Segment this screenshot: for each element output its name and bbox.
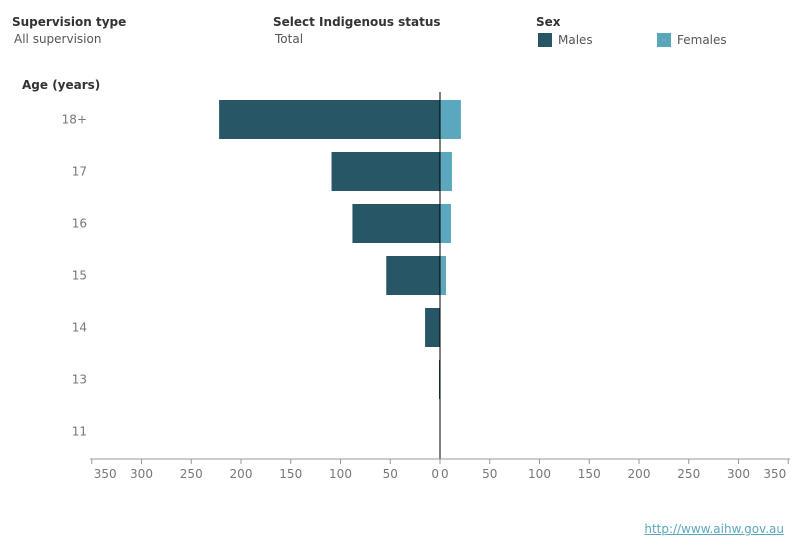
category-label: 16 bbox=[72, 217, 87, 231]
category-label: 17 bbox=[72, 165, 87, 179]
x-tick-label-right: 150 bbox=[578, 467, 601, 481]
x-tick-label-left: 350 bbox=[94, 467, 117, 481]
x-tick-label-left: 250 bbox=[180, 467, 203, 481]
x-tick-label-right: 300 bbox=[727, 467, 750, 481]
legend-males[interactable]: Males bbox=[538, 33, 593, 47]
category-label: 14 bbox=[72, 321, 87, 335]
legend-males-swatch bbox=[538, 33, 552, 47]
indigenous-status-select[interactable]: Total bbox=[275, 32, 304, 46]
x-tick-label-left: 150 bbox=[279, 467, 302, 481]
bar-males-14[interactable] bbox=[425, 308, 440, 347]
bar-males-16[interactable] bbox=[352, 204, 440, 243]
legend-females-swatch bbox=[657, 33, 671, 47]
legend-females[interactable]: Females bbox=[657, 33, 727, 47]
x-tick-label-right: 200 bbox=[628, 467, 651, 481]
bar-males-15[interactable] bbox=[386, 256, 440, 295]
x-tick-label-right: 250 bbox=[677, 467, 700, 481]
x-tick-label-right: 100 bbox=[528, 467, 551, 481]
supervision-type-title: Supervision type bbox=[12, 15, 127, 29]
x-tick-label-left: 50 bbox=[383, 467, 398, 481]
x-tick-label-left: 0 bbox=[431, 467, 439, 481]
category-label: 13 bbox=[72, 373, 87, 387]
x-tick-label-right: 50 bbox=[482, 467, 497, 481]
category-label: 15 bbox=[72, 269, 87, 283]
legend-males-label: Males bbox=[558, 33, 593, 47]
x-tick-label-left: 300 bbox=[130, 467, 153, 481]
x-tick-label-right: 350 bbox=[763, 467, 786, 481]
legend-title: Sex bbox=[536, 15, 561, 29]
category-label: 11 bbox=[72, 425, 87, 439]
bar-males-17[interactable] bbox=[331, 152, 440, 191]
bar-males-18+[interactable] bbox=[219, 100, 440, 139]
x-tick-label-left: 200 bbox=[230, 467, 253, 481]
bar-females-16[interactable] bbox=[440, 204, 451, 243]
x-tick-label-left: 100 bbox=[329, 467, 352, 481]
supervision-type-select[interactable]: All supervision bbox=[14, 32, 102, 46]
legend-females-label: Females bbox=[677, 33, 727, 47]
category-label: 18+ bbox=[62, 113, 87, 127]
bar-females-17[interactable] bbox=[440, 152, 452, 191]
source-link[interactable]: http://www.aihw.gov.au bbox=[644, 522, 784, 536]
bar-females-18+[interactable] bbox=[440, 100, 461, 139]
age-sex-bar-chart: Age (years) 18+ 17 16 15 14 13 11 350 300 250 200… bbox=[22, 78, 790, 481]
bar-females-15[interactable] bbox=[440, 256, 446, 295]
indigenous-status-title: Select Indigenous status bbox=[273, 15, 441, 29]
y-axis-title: Age (years) bbox=[22, 78, 100, 92]
x-tick-label-right: 0 bbox=[441, 467, 449, 481]
